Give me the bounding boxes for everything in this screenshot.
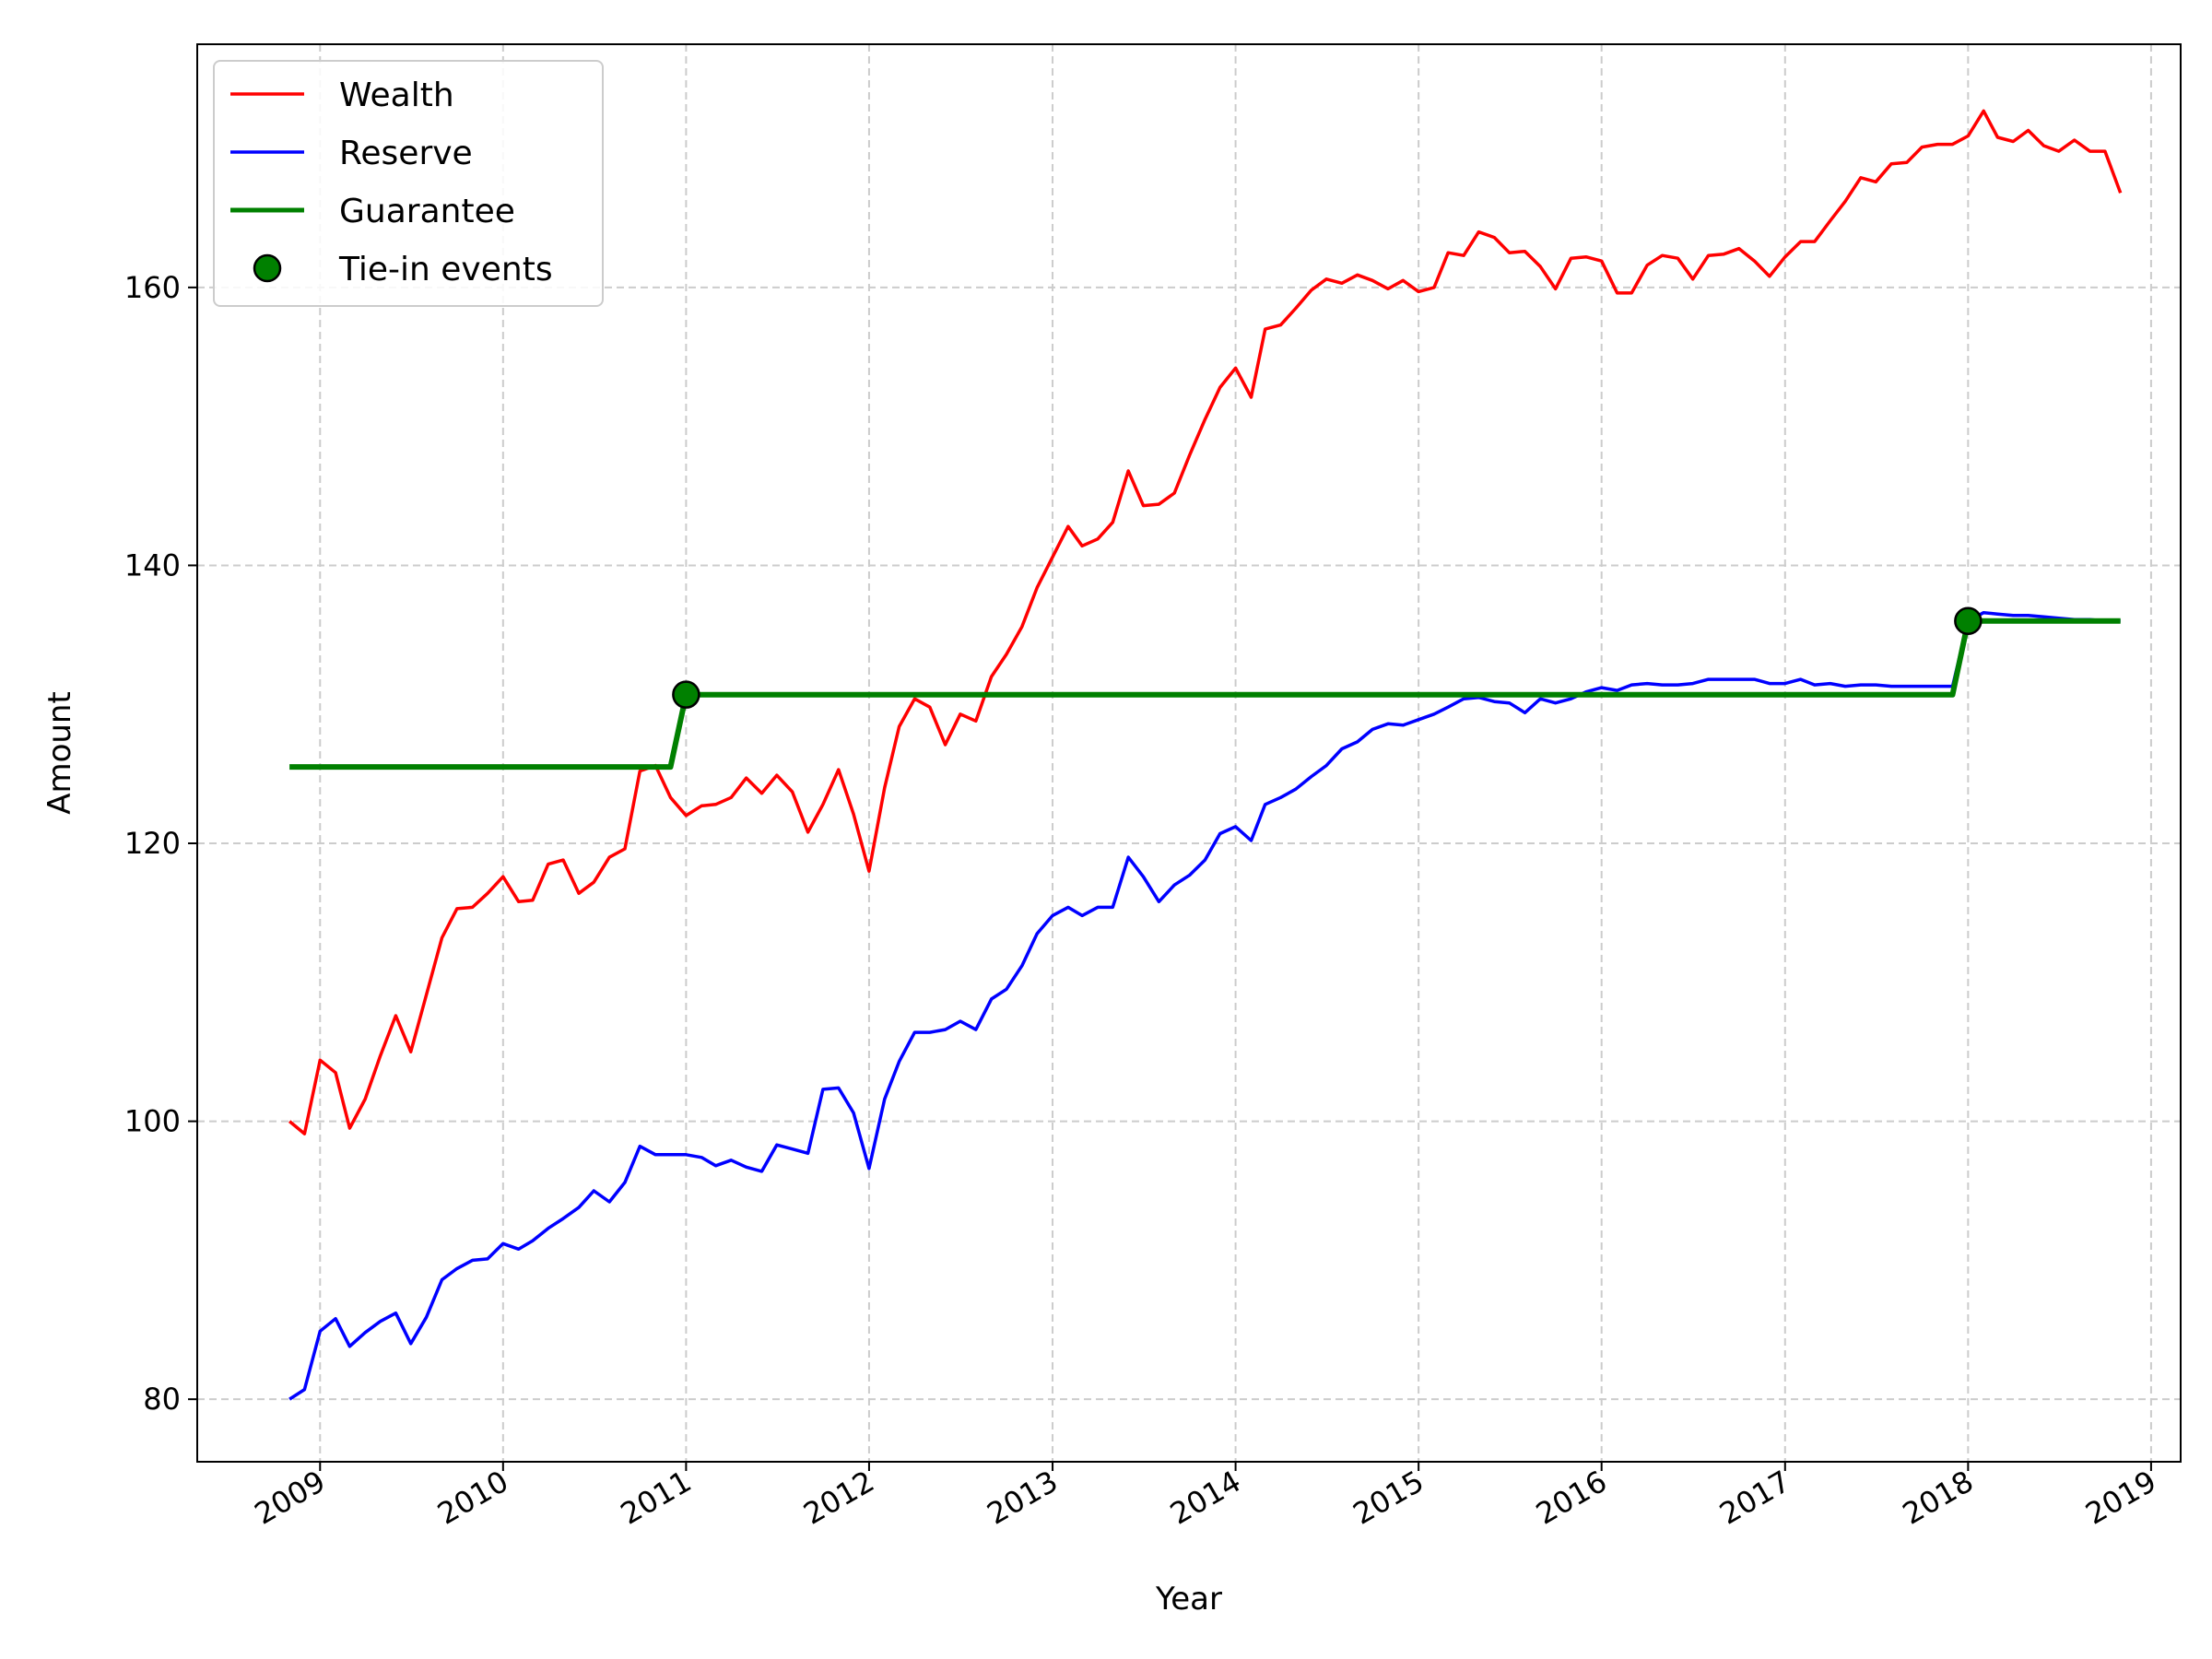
y-tick-label: 160 bbox=[124, 270, 181, 305]
legend-label: Reserve bbox=[339, 135, 473, 172]
series-line-wealth bbox=[288, 109, 2123, 1135]
y-tick-label: 80 bbox=[143, 1382, 181, 1417]
y-tick-label: 100 bbox=[124, 1104, 181, 1139]
legend-label: Wealth bbox=[339, 76, 454, 114]
marker-layer bbox=[672, 606, 1983, 709]
series-line-reserve bbox=[288, 610, 2121, 1401]
tie-in-marker bbox=[1954, 606, 1983, 636]
series-line-guarantee bbox=[289, 618, 2121, 771]
plot-frame bbox=[196, 43, 2182, 1463]
legend-swatch-tie-in bbox=[253, 253, 282, 283]
legend-label: Guarantee bbox=[339, 193, 515, 230]
tie-in-marker bbox=[672, 680, 700, 709]
legend-label: Tie-in events bbox=[338, 251, 553, 288]
series-layer bbox=[288, 109, 2123, 1401]
y-tick-label: 120 bbox=[124, 826, 181, 861]
y-axis-label: Amount bbox=[41, 691, 78, 815]
y-tick-label: 140 bbox=[124, 547, 181, 582]
legend-box bbox=[213, 60, 604, 307]
x-axis-label: Year bbox=[1155, 1581, 1222, 1618]
legend: Wealth Reserve Guarantee Tie-in events bbox=[213, 60, 604, 307]
